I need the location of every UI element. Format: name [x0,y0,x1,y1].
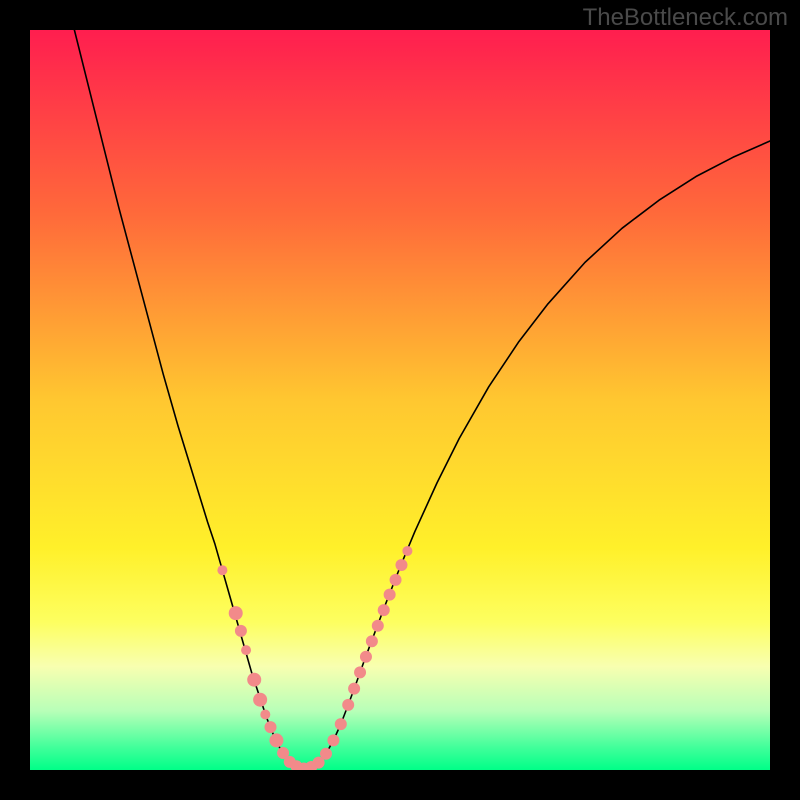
data-marker [247,673,261,687]
data-marker [402,546,412,556]
data-marker [342,699,354,711]
plot-svg [30,30,770,770]
data-marker [229,606,243,620]
data-marker [327,734,339,746]
data-marker [335,718,347,730]
data-marker [360,651,372,663]
data-marker [241,645,251,655]
chart-container: TheBottleneck.com [0,0,800,800]
data-marker [269,733,283,747]
data-marker [348,683,360,695]
data-marker [265,721,277,733]
data-marker [372,620,384,632]
data-marker [260,710,270,720]
data-marker [354,666,366,678]
data-marker [235,625,247,637]
data-marker [366,635,378,647]
gradient-background [30,30,770,770]
data-marker [395,559,407,571]
data-marker [378,604,390,616]
watermark-text: TheBottleneck.com [583,4,788,32]
data-marker [217,565,227,575]
plot-area [30,30,770,770]
data-marker [253,693,267,707]
data-marker [390,574,402,586]
data-marker [384,589,396,601]
data-marker [320,748,332,760]
